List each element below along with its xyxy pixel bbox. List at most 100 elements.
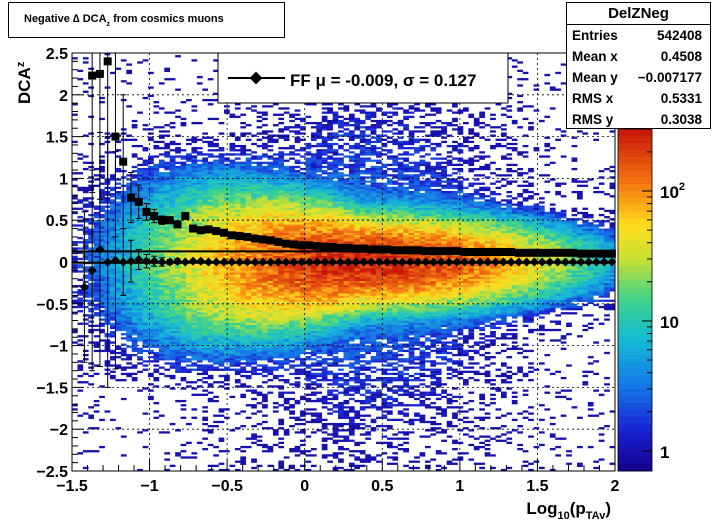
heatmap-cell xyxy=(191,353,198,357)
heatmap-cell xyxy=(175,251,181,254)
heatmap-cell xyxy=(272,266,279,269)
heatmap-cell xyxy=(169,149,176,152)
heatmap-cell xyxy=(158,372,165,376)
heatmap-cell xyxy=(234,295,241,298)
heatmap-cell xyxy=(175,299,181,302)
heatmap-cell xyxy=(224,245,230,248)
heatmap-cell xyxy=(180,228,187,231)
heatmap-cell xyxy=(234,427,241,430)
heatmap-cell xyxy=(234,190,241,194)
heatmap-cell xyxy=(93,297,100,300)
heatmap-cell xyxy=(278,151,285,154)
heatmap-cell xyxy=(164,207,171,210)
heatmap-cell xyxy=(289,337,295,340)
heatmap-cell xyxy=(110,276,116,279)
heatmap-cell xyxy=(294,358,301,361)
heatmap-cell xyxy=(99,287,105,290)
heatmap-cell xyxy=(142,197,149,200)
heatmap-cell xyxy=(218,209,225,213)
heatmap-cell xyxy=(196,326,203,330)
heatmap-cell xyxy=(256,295,263,298)
heatmap-cell xyxy=(224,226,230,229)
heatmap-cell xyxy=(158,174,165,177)
heatmap-cell xyxy=(251,174,257,177)
heatmap-cell xyxy=(278,195,285,198)
heatmap-cell xyxy=(164,155,171,158)
heatmap-cell xyxy=(278,316,285,319)
heatmap-cell xyxy=(229,207,236,210)
heatmap-cell xyxy=(310,387,317,390)
heatmap-cell xyxy=(300,291,306,294)
heatmap-cell xyxy=(234,274,241,277)
heatmap-cell xyxy=(142,349,149,353)
heatmap-cell xyxy=(137,253,143,256)
heatmap-cell xyxy=(120,333,127,336)
heatmap-cell xyxy=(262,333,268,336)
heatmap-cell xyxy=(267,337,274,340)
heatmap-cell xyxy=(196,328,203,332)
heatmap-cell xyxy=(278,136,285,139)
heatmap-cell xyxy=(283,468,290,472)
heatmap-cell xyxy=(153,295,160,298)
heatmap-cell xyxy=(316,218,323,221)
heatmap-cell xyxy=(321,406,328,409)
heatmap-cell xyxy=(251,305,257,309)
heatmap-cell xyxy=(245,211,252,215)
heatmap-cell xyxy=(245,184,252,187)
heatmap-cell xyxy=(180,353,187,357)
heatmap-cell xyxy=(213,188,219,192)
heatmap-cell xyxy=(272,402,279,405)
heatmap-cell xyxy=(305,408,312,411)
heatmap-cell xyxy=(196,195,203,198)
heatmap-cell xyxy=(115,253,122,256)
heatmap-cell xyxy=(142,310,149,313)
heatmap-cell xyxy=(283,316,290,319)
heatmap-cell xyxy=(256,324,263,327)
heatmap-cell xyxy=(180,326,187,330)
heatmap-cell xyxy=(256,201,263,204)
heatmap-cell xyxy=(110,418,116,422)
heatmap-cell xyxy=(202,312,209,315)
heatmap-cell xyxy=(256,312,263,315)
heatmap-cell xyxy=(213,176,219,179)
heatmap-cell xyxy=(213,320,219,323)
heatmap-cell xyxy=(300,209,306,213)
heatmap-cell xyxy=(294,324,301,327)
heatmap-cell xyxy=(251,176,257,179)
heatmap-cell xyxy=(240,335,247,338)
heatmap-cell xyxy=(196,366,203,369)
heatmap-cell xyxy=(267,295,274,298)
heatmap-cell xyxy=(262,251,268,254)
heatmap-cell xyxy=(77,247,84,250)
heatmap-cell xyxy=(272,159,279,162)
heatmap-cell xyxy=(72,408,78,411)
heatmap-cell xyxy=(202,356,209,359)
heatmap-cell xyxy=(196,172,203,175)
heatmap-cell xyxy=(126,358,133,361)
heatmap-cell xyxy=(305,121,312,125)
heatmap-cell xyxy=(88,314,95,317)
heatmap-cell xyxy=(207,144,214,148)
heatmap-cell xyxy=(267,280,274,284)
heatmap-cell xyxy=(305,151,312,154)
heatmap-cell xyxy=(158,322,165,325)
heatmap-cell xyxy=(300,205,306,208)
heatmap-cell xyxy=(175,195,181,198)
heatmap-cell xyxy=(88,257,95,261)
heatmap-cell xyxy=(224,184,230,187)
heatmap-cell xyxy=(115,239,122,242)
heatmap-cell xyxy=(175,243,181,246)
heatmap-cell xyxy=(110,232,116,236)
heatmap-cell xyxy=(115,316,122,319)
heatmap-cell xyxy=(289,213,295,217)
heatmap-cell xyxy=(180,224,187,227)
heatmap-cell xyxy=(213,207,219,210)
heatmap-cell xyxy=(310,301,317,304)
heatmap-cell xyxy=(207,364,214,367)
heatmap-cell xyxy=(300,429,306,432)
heatmap-cell xyxy=(77,172,84,175)
heatmap-cell xyxy=(153,345,160,348)
heatmap-cell xyxy=(251,184,257,187)
heatmap-cell xyxy=(142,284,149,288)
heatmap-cell xyxy=(164,272,171,275)
